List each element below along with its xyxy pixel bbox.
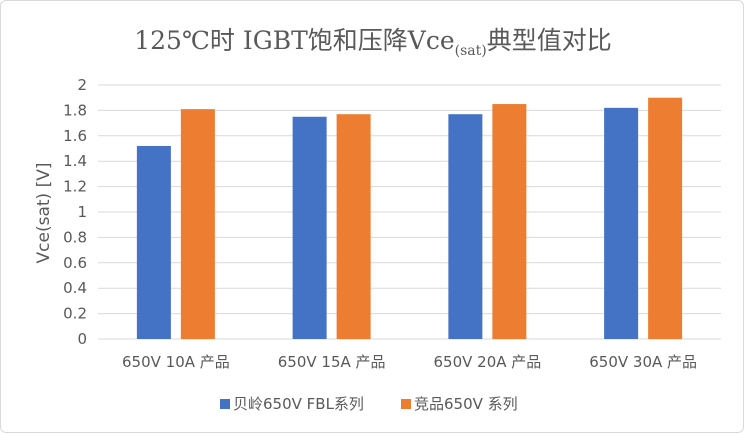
chart-title-main: 125℃时 IGBT饱和压降Vce bbox=[134, 26, 454, 55]
bar-competitor-1 bbox=[180, 109, 215, 339]
y-tick-label: 2 bbox=[77, 76, 87, 94]
y-tick-label: 1.6 bbox=[63, 127, 87, 145]
y-tick-label: 0 bbox=[77, 330, 87, 348]
chart-title: 125℃时 IGBT饱和压降Vce(sat)典型值对比 bbox=[134, 26, 611, 59]
legend-swatch-beiling bbox=[220, 399, 230, 409]
legend-label-beiling: 贝岭650V FBL系列 bbox=[233, 395, 364, 413]
legend: 贝岭650V FBL系列 竞品650V 系列 bbox=[220, 395, 518, 413]
category-label: 650V 10A 产品 bbox=[122, 353, 230, 371]
x-axis-categories: 650V 10A 产品 650V 15A 产品 650V 20A 产品 650V 30… bbox=[122, 353, 697, 371]
legend-swatch-competitor bbox=[401, 399, 411, 409]
y-tick-label: 0.6 bbox=[63, 254, 87, 272]
y-tick-label: 0.4 bbox=[63, 279, 87, 297]
bar-beiling-3 bbox=[448, 114, 483, 340]
y-axis-title: Vce(sat) [V] bbox=[34, 163, 54, 264]
category-label: 650V 30A 产品 bbox=[589, 353, 697, 371]
chart-title-suffix: 典型值对比 bbox=[487, 26, 612, 55]
y-axis-ticks: 0 0.2 0.4 0.6 0.8 1 1.2 1.4 1.6 1.8 2 bbox=[63, 76, 87, 348]
bar-beiling-1 bbox=[136, 145, 171, 339]
y-tick-label: 0.8 bbox=[63, 228, 87, 246]
bar-competitor-4 bbox=[648, 97, 683, 339]
y-tick-label: 1.2 bbox=[63, 178, 87, 196]
bar-competitor-3 bbox=[492, 104, 527, 339]
category-label: 650V 15A 产品 bbox=[278, 353, 386, 371]
y-tick-label: 1.4 bbox=[63, 152, 87, 170]
chart-title-subscript: (sat) bbox=[455, 43, 487, 59]
y-tick-label: 1 bbox=[77, 203, 87, 221]
legend-label-competitor: 竞品650V 系列 bbox=[414, 395, 518, 413]
y-tick-label: 0.2 bbox=[63, 305, 87, 323]
bars bbox=[136, 97, 683, 340]
y-tick-label: 1.8 bbox=[63, 101, 87, 119]
bar-beiling-2 bbox=[292, 116, 327, 339]
bar-beiling-4 bbox=[604, 107, 639, 339]
bar-competitor-2 bbox=[336, 114, 371, 340]
category-label: 650V 20A 产品 bbox=[433, 353, 541, 371]
